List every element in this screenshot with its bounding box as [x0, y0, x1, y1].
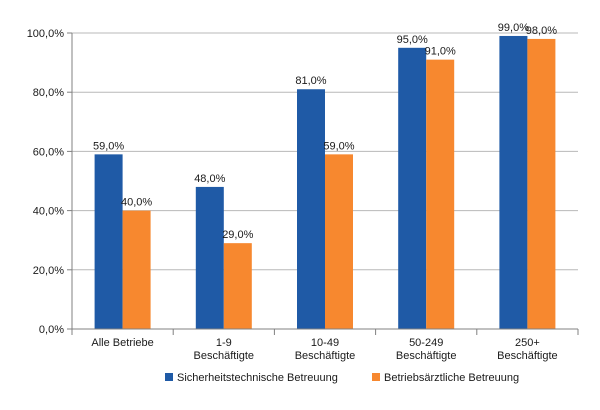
data-label: 59,0%	[323, 140, 354, 152]
data-label: 81,0%	[295, 75, 326, 87]
x-category-label: 10-49	[311, 337, 339, 349]
data-label: 48,0%	[194, 173, 225, 185]
bar-betriebsaerztliche	[122, 210, 151, 329]
data-label: 59,0%	[93, 140, 124, 152]
x-category-label: Beschäftigte	[497, 350, 558, 362]
bar-sicherheitstechnische	[195, 186, 224, 329]
legend: Sicherheitstechnische Betreuung Betriebsä…	[165, 372, 519, 384]
legend-label: Sicherheitstechnische Betreuung	[177, 372, 338, 384]
x-category-label: Alle Betriebe	[91, 337, 153, 349]
y-tick-label: 0,0%	[39, 324, 64, 336]
bar-betriebsaerztliche	[325, 154, 353, 329]
bar-betriebsaerztliche	[426, 59, 455, 329]
y-tick-label: 40,0%	[33, 206, 64, 218]
data-label: 95,0%	[397, 34, 428, 46]
bar-sicherheitstechnische	[297, 89, 325, 330]
bar-betriebsaerztliche	[527, 38, 556, 330]
x-category-label: Beschäftigte	[295, 350, 356, 362]
bars	[94, 35, 556, 330]
x-category-label: Beschäftigte	[194, 350, 255, 362]
legend-label: Betriebsärztliche Betreuung	[384, 372, 519, 384]
y-tick-label: 60,0%	[33, 146, 64, 158]
bar-sicherheitstechnische	[398, 47, 427, 330]
y-tick-label: 100,0%	[27, 28, 65, 40]
y-tick-label: 20,0%	[33, 265, 64, 277]
y-axis: 0,0% 20,0% 40,0% 60,0% 80,0% 100,0%	[27, 28, 73, 336]
data-label: 99,0%	[498, 22, 529, 34]
bar-betriebsaerztliche	[223, 243, 252, 329]
data-labels: 59,0% 48,0% 81,0% 95,0% 99,0% 40,0% 29,0% 59,0%…	[93, 22, 557, 241]
legend-swatch	[165, 373, 173, 381]
data-label: 40,0%	[121, 197, 152, 209]
legend-swatch	[372, 373, 380, 381]
bar-sicherheitstechnische	[499, 35, 528, 330]
data-label: 91,0%	[425, 46, 456, 58]
data-label: 98,0%	[526, 25, 557, 37]
x-axis: Alle Betriebe 1-9Beschäftigte10-49Beschäf…	[71, 328, 579, 362]
bar-sicherheitstechnische	[94, 154, 123, 329]
y-tick-label: 80,0%	[33, 87, 64, 99]
x-category-label: 1-9	[216, 337, 232, 349]
x-category-label: 250+	[515, 337, 540, 349]
x-category-label: 50-249	[409, 337, 443, 349]
x-category-label: Beschäftigte	[396, 350, 457, 362]
data-label: 29,0%	[222, 229, 253, 241]
